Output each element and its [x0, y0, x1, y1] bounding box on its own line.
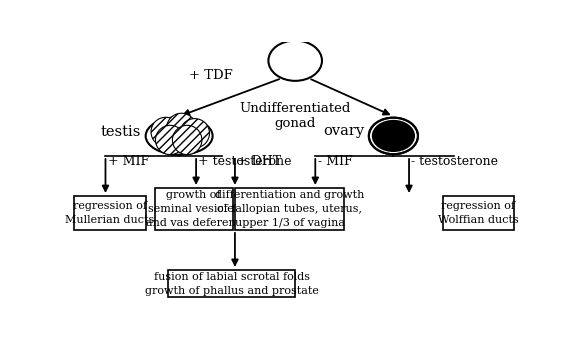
Text: Undifferentiated
gonad: Undifferentiated gonad [240, 102, 351, 130]
Ellipse shape [146, 117, 213, 155]
Text: testis: testis [101, 125, 141, 139]
Text: regression of
Wolffian ducts: regression of Wolffian ducts [438, 201, 518, 225]
Ellipse shape [172, 125, 202, 155]
Ellipse shape [180, 119, 210, 148]
Ellipse shape [156, 125, 185, 155]
Ellipse shape [166, 113, 196, 142]
Text: fusion of labial scrotal folds
growth of phallus and prostate: fusion of labial scrotal folds growth of… [145, 272, 319, 296]
Text: regression of
Mullerian ducts: regression of Mullerian ducts [65, 201, 154, 225]
Text: + MIF: + MIF [108, 155, 149, 168]
Text: - testosterone: - testosterone [411, 155, 498, 168]
Ellipse shape [151, 117, 180, 147]
Bar [154, 188, 233, 230]
Ellipse shape [369, 118, 418, 154]
Text: - MIF: - MIF [317, 155, 352, 168]
Text: + DHT: + DHT [237, 155, 281, 168]
Text: differentiation and growth
of fallopian tubes, uterus,
upper 1/3 of vagina: differentiation and growth of fallopian … [215, 190, 364, 228]
Ellipse shape [372, 120, 415, 152]
Text: ovary: ovary [323, 124, 365, 138]
Text: + testosterone: + testosterone [198, 155, 292, 168]
Text: growth of
seminal vesicles
and vas deferens: growth of seminal vesicles and vas defer… [146, 190, 241, 228]
Text: + TDF: + TDF [188, 69, 232, 82]
Bar [442, 196, 514, 230]
Bar [168, 270, 295, 297]
Bar [235, 188, 344, 230]
Bar [74, 196, 146, 230]
